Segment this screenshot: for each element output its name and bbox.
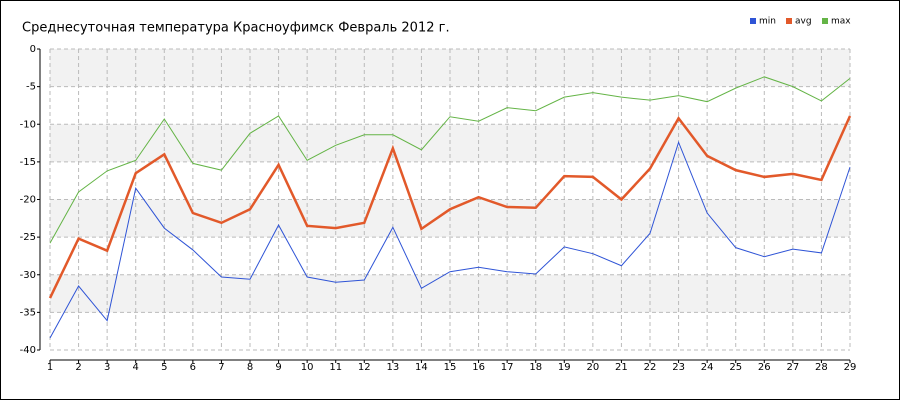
x-tick-label: 10 — [301, 362, 314, 373]
x-tick-label: 8 — [247, 362, 253, 373]
y-tick-label: -10 — [20, 119, 36, 130]
y-tick-label: -30 — [20, 270, 36, 281]
x-tick-label: 4 — [133, 362, 139, 373]
x-tick-label: 11 — [329, 362, 342, 373]
x-tick-label: 2 — [75, 362, 81, 373]
y-tick-label: -15 — [20, 157, 36, 168]
x-tick-label: 15 — [444, 362, 457, 373]
y-tick-label: -25 — [20, 232, 36, 243]
x-tick-label: 9 — [275, 362, 281, 373]
y-tick-label: -5 — [26, 82, 36, 93]
x-tick-label: 7 — [218, 362, 224, 373]
x-tick-label: 16 — [472, 362, 485, 373]
y-tick-label: -20 — [20, 195, 36, 206]
series-line — [49, 140, 851, 339]
x-tick-label: 23 — [672, 362, 685, 373]
legend-label: min — [759, 17, 776, 27]
series-line — [48, 115, 852, 299]
y-tick-label: -40 — [20, 345, 36, 356]
x-tick-label: 6 — [190, 362, 196, 373]
x-tick-label: 25 — [729, 362, 742, 373]
x-tick-label: 21 — [615, 362, 628, 373]
chart-title: Среднесуточная температура Красноуфимск … — [22, 21, 450, 36]
x-tick-label: 20 — [586, 362, 599, 373]
legend-swatch — [822, 18, 828, 24]
legend-swatch — [786, 18, 792, 24]
x-tick-label: 17 — [501, 362, 514, 373]
x-tick-label: 12 — [358, 362, 371, 373]
x-tick-label: 18 — [529, 362, 542, 373]
legend-label: avg — [795, 17, 812, 27]
x-tick-label: 29 — [844, 362, 857, 373]
series-line — [49, 76, 851, 244]
x-tick-label: 1 — [47, 362, 53, 373]
x-tick-label: 22 — [644, 362, 657, 373]
x-tick-label: 14 — [415, 362, 428, 373]
x-tick-label: 28 — [815, 362, 828, 373]
x-tick-label: 19 — [558, 362, 571, 373]
y-tick-label: 0 — [30, 44, 36, 55]
legend-label: max — [831, 17, 851, 27]
x-tick-label: 13 — [386, 362, 399, 373]
x-tick-label: 5 — [161, 362, 167, 373]
y-tick-label: -35 — [20, 307, 36, 318]
x-tick-label: 24 — [701, 362, 714, 373]
x-tick-label: 26 — [758, 362, 771, 373]
x-tick-label: 3 — [104, 362, 110, 373]
legend-swatch — [750, 18, 756, 24]
x-tick-label: 27 — [786, 362, 799, 373]
